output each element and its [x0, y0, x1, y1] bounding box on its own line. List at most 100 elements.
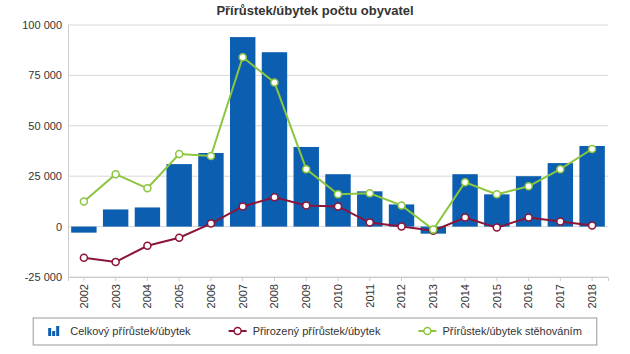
marker — [176, 234, 183, 241]
x-tick-mark — [147, 277, 148, 281]
bar — [579, 146, 604, 227]
x-tick: 2005 — [173, 277, 185, 308]
marker — [112, 258, 119, 265]
grid-line — [68, 125, 608, 126]
x-tick: 2015 — [491, 277, 503, 308]
marker — [176, 151, 183, 158]
x-tick-label: 2011 — [364, 284, 376, 308]
x-tick: 2017 — [554, 277, 566, 308]
x-tick-label: 2007 — [237, 284, 249, 308]
x-tick-mark — [433, 277, 434, 281]
marker — [398, 223, 405, 230]
marker — [366, 219, 373, 226]
x-tick-label: 2004 — [141, 284, 153, 308]
x-tick-mark — [369, 277, 370, 281]
legend-label: Přirozený přírůstek/úbytek — [253, 325, 381, 337]
marker — [462, 179, 469, 186]
x-tick-label: 2015 — [491, 284, 503, 308]
bar — [484, 194, 509, 226]
legend-item: Přírůstek/úbytek stěhováním — [418, 325, 581, 337]
y-tick-label: -25 000 — [25, 271, 62, 283]
line — [84, 197, 592, 262]
x-tick-label: 2009 — [300, 284, 312, 308]
legend-item: Celkový přírůstek/úbytek — [48, 325, 191, 337]
bar — [325, 174, 350, 226]
bar — [166, 164, 191, 226]
marker — [112, 171, 119, 178]
marker — [493, 191, 500, 198]
marker — [207, 220, 214, 227]
bar — [135, 207, 160, 226]
x-tick-label: 2003 — [109, 284, 121, 308]
x-tick: 2010 — [332, 277, 344, 308]
x-tick-mark — [306, 277, 307, 281]
x-tick-label: 2008 — [268, 284, 280, 308]
x-tick-mark — [401, 277, 402, 281]
x-tick-mark — [560, 277, 561, 281]
legend-symbol — [56, 326, 59, 336]
marker — [80, 254, 87, 261]
bar — [103, 209, 128, 226]
x-tick-label: 2005 — [173, 284, 185, 308]
chart: Přírůstek/úbytek počtu obyvatel-25 00002… — [0, 0, 630, 354]
marker — [271, 79, 278, 86]
y-tick-label: 75 000 — [28, 69, 62, 81]
y-axis: -25 000 0 25 000 50 000 75 000 100 000 — [22, 19, 68, 283]
x-tick-mark — [242, 277, 243, 281]
bar — [548, 163, 573, 227]
x-tick-label: 2010 — [332, 284, 344, 308]
y-tick: 100 000 — [22, 19, 68, 31]
x-tick-mark — [592, 277, 593, 281]
bar — [294, 147, 319, 227]
bar — [452, 174, 477, 226]
x-tick: 2006 — [205, 277, 217, 308]
bar — [71, 227, 96, 233]
x-axis: 2002200320042005200620072008200920102011… — [69, 277, 609, 308]
marker — [525, 183, 532, 190]
y-tick: 25 000 — [28, 170, 68, 182]
marker — [80, 198, 87, 205]
marker — [366, 190, 373, 197]
x-tick-mark — [83, 277, 84, 281]
marker — [303, 166, 310, 173]
marker — [557, 218, 564, 225]
x-tick-mark — [338, 277, 339, 281]
x-tick-label: 2018 — [586, 284, 598, 308]
marker — [271, 194, 278, 201]
x-tick-mark — [115, 277, 116, 281]
marker — [239, 54, 246, 61]
marker — [303, 202, 310, 209]
y-tick-label: 100 000 — [22, 19, 62, 31]
bar — [198, 153, 223, 227]
grid-line — [68, 75, 608, 76]
y-tick: 0 — [56, 221, 68, 233]
y-tick-label: 25 000 — [28, 170, 62, 182]
marker — [335, 203, 342, 210]
marker — [398, 202, 405, 209]
x-tick: 2013 — [427, 277, 439, 308]
x-tick: 2012 — [395, 277, 407, 308]
marker — [462, 214, 469, 221]
x-axis-line — [69, 278, 609, 282]
marker — [430, 226, 437, 233]
legend-symbol — [52, 331, 55, 336]
x-tick-mark — [179, 277, 180, 281]
x-tick-mark — [210, 277, 211, 281]
legend-symbol — [424, 328, 431, 335]
bar-series — [71, 37, 605, 234]
grid — [68, 25, 608, 277]
line — [84, 57, 592, 229]
x-tick: 2009 — [300, 277, 312, 308]
x-tick-label: 2013 — [427, 284, 439, 308]
marker — [207, 153, 214, 160]
marker — [589, 222, 596, 229]
y-tick-label: 0 — [56, 221, 62, 233]
x-tick-label: 2012 — [395, 284, 407, 308]
x-tick: 2004 — [141, 277, 153, 308]
legend: Celkový přírůstek/úbytek Přirozený přírůs… — [33, 318, 597, 345]
legend-symbol — [48, 328, 51, 336]
x-tick-mark — [465, 277, 466, 281]
x-tick-label: 2006 — [205, 284, 217, 308]
y-tick-label: 50 000 — [28, 120, 62, 132]
x-tick: 2014 — [459, 277, 471, 308]
